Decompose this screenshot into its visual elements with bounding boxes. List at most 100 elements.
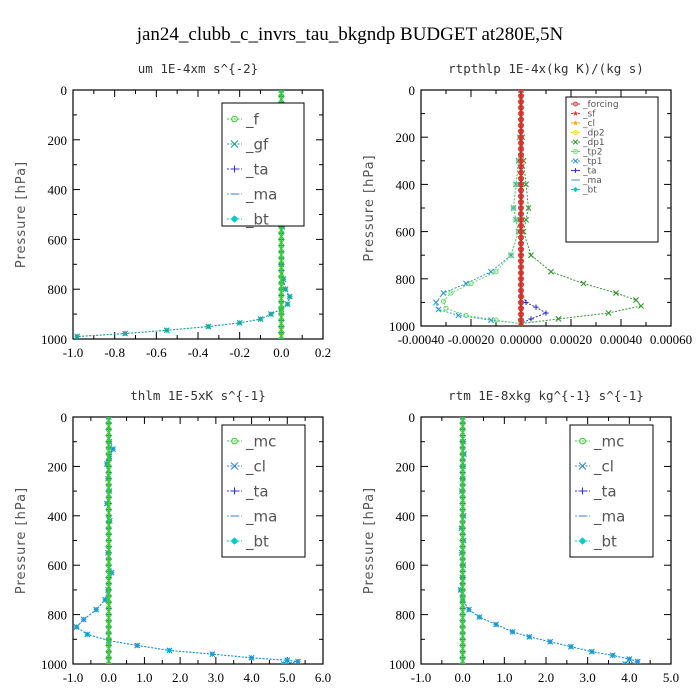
legend-label: _mc <box>593 432 624 451</box>
data-point <box>278 298 285 305</box>
y-tick-label: 400 <box>48 183 68 198</box>
data-point <box>518 275 524 282</box>
data-point <box>518 258 524 265</box>
data-point <box>459 562 466 569</box>
y-tick-label: 400 <box>48 509 68 524</box>
y-tick-label: 600 <box>396 558 416 573</box>
data-point <box>459 417 466 420</box>
data-point <box>518 216 524 223</box>
y-tick-label: 600 <box>48 558 68 573</box>
data-point <box>278 267 285 274</box>
data-point <box>105 661 112 664</box>
data-point <box>518 287 524 294</box>
y-axis-label: Pressure [hPa] <box>14 161 29 268</box>
data-point <box>518 323 524 326</box>
data-point <box>459 451 466 457</box>
data-point <box>108 569 115 576</box>
data-point <box>440 298 447 304</box>
legend-label: _f <box>245 110 260 129</box>
data-point <box>459 420 466 427</box>
data-point <box>278 323 285 330</box>
data-point <box>278 280 285 286</box>
data-point <box>105 506 112 513</box>
x-tick-label: -0.8 <box>104 345 125 360</box>
y-tick-label: 200 <box>48 133 68 148</box>
data-point <box>105 525 112 532</box>
y-tick-label: 0 <box>409 410 416 425</box>
legend-label: _bt <box>593 532 617 551</box>
data-point <box>284 301 291 308</box>
x-tick-label: 0.00000 <box>500 332 542 347</box>
data-point <box>459 654 466 661</box>
data-point <box>105 624 112 630</box>
data-point <box>459 525 466 532</box>
series-layer <box>457 417 641 664</box>
legend-label: _ta <box>245 160 269 179</box>
data-point <box>278 317 285 324</box>
data-point <box>547 638 554 645</box>
data-point <box>518 140 524 147</box>
legend-label: _cl <box>593 457 614 476</box>
data-point <box>493 269 499 275</box>
y-tick-label: 1000 <box>389 319 415 334</box>
data-point <box>459 543 466 550</box>
data-point <box>518 293 524 300</box>
legend-marker <box>573 101 578 107</box>
data-point <box>459 568 466 575</box>
y-axis-label: Pressure [hPa] <box>14 487 29 594</box>
data-point <box>105 593 112 599</box>
data-point <box>257 316 264 323</box>
data-point <box>518 163 524 170</box>
legend-label: _bt <box>245 532 269 551</box>
data-point <box>518 104 524 111</box>
x-tick-label: -1.0 <box>411 670 432 685</box>
data-point <box>105 636 112 643</box>
data-point <box>105 599 112 606</box>
data-point <box>122 330 129 337</box>
data-point <box>459 475 466 482</box>
data-point <box>488 317 494 324</box>
data-point <box>105 654 112 661</box>
data-point <box>433 299 439 306</box>
data-point <box>518 187 524 194</box>
data-point <box>526 633 533 640</box>
data-point <box>493 621 499 628</box>
data-point <box>278 311 285 318</box>
data-point <box>588 648 595 655</box>
legend-marker <box>573 168 578 173</box>
data-point <box>518 317 524 324</box>
data-point <box>278 329 285 336</box>
legend-label: _ta <box>582 167 597 177</box>
data-point <box>278 236 285 243</box>
data-point <box>528 252 534 259</box>
data-point <box>280 661 287 664</box>
legend-marker <box>578 537 587 545</box>
data-point <box>638 302 644 309</box>
data-point <box>459 537 466 544</box>
data-point <box>459 549 466 556</box>
y-axis-label: Pressure [hPa] <box>362 154 377 261</box>
legend-label: _forcing <box>582 100 619 110</box>
data-point <box>459 469 466 476</box>
x-tick-label: 2.0 <box>172 670 188 685</box>
data-point <box>105 549 112 556</box>
data-point <box>518 134 524 141</box>
data-point <box>105 642 112 649</box>
data-point <box>518 305 524 312</box>
x-tick-label: -0.4 <box>188 345 209 360</box>
data-point <box>493 317 499 323</box>
data-point <box>518 264 524 270</box>
data-point <box>518 93 524 99</box>
data-point <box>105 531 112 538</box>
legend-label: _mc <box>245 432 276 451</box>
legend-marker <box>230 215 239 223</box>
data-point <box>459 432 466 439</box>
data-point <box>105 543 112 550</box>
data-point <box>105 630 112 637</box>
panel-2: rtpthlp 1E-4x(kg K)/(kg s) Pressure [hPa]… <box>362 61 692 347</box>
data-point <box>105 417 112 420</box>
data-point <box>622 661 629 664</box>
data-point <box>105 451 112 457</box>
legend-label: _ta <box>245 482 269 501</box>
legend-label: _ta <box>593 482 617 501</box>
